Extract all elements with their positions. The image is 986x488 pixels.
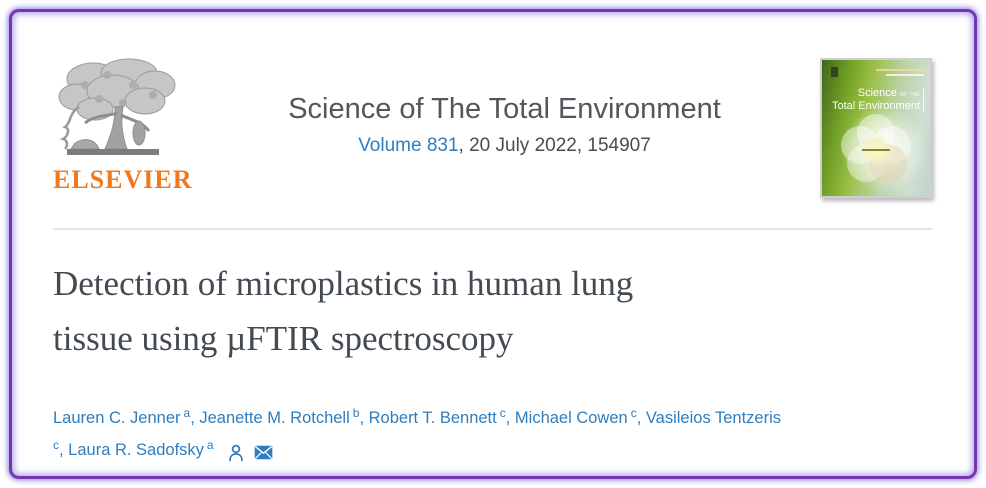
cover-emblem-icon [831, 67, 838, 77]
cover-journal-title: Science OF THE Total Environment [832, 88, 924, 112]
author-name-link[interactable]: , Michael Cowen [505, 409, 628, 427]
author-affiliation-sup: a [183, 406, 191, 420]
author-line: Lauren C. Jenner a, Jeanette M. Rotchell b… [53, 403, 932, 435]
journal-heading-block: Science of The Total Environment Volume … [189, 57, 820, 157]
content-area: ELSEVIER Science of The Total Environmen… [24, 24, 962, 464]
author-affiliation-sup: b [352, 406, 360, 420]
cover-meta-line [876, 69, 924, 71]
journal-title-link[interactable]: Science of The Total Environment [288, 93, 721, 125]
author-name-link[interactable]: Lauren C. Jenner [53, 409, 181, 427]
article-title: Detection of microplastics in human lung… [53, 256, 932, 366]
author-name-link[interactable]: , Robert T. Bennett [359, 409, 497, 427]
elsevier-wordmark[interactable]: ELSEVIER [53, 165, 193, 194]
cover-meta-line [886, 74, 924, 76]
author-name-link[interactable]: , Vasileios Tentzeris [636, 409, 782, 427]
author-name-link[interactable]: , Laura R. Sadofsky [59, 441, 204, 459]
author-affiliation-sup: c [499, 406, 506, 420]
elsevier-tree-icon [58, 58, 176, 155]
issue-date-text: , 20 July 2022, 154907 [458, 135, 651, 156]
author-links[interactable]: c, Laura R. Sadofsky a [53, 438, 214, 459]
author-affiliation-sup: c [53, 438, 59, 452]
elsevier-logo[interactable]: ELSEVIER [53, 57, 193, 195]
article-title-line: tissue using µFTIR spectroscopy [53, 319, 514, 358]
header-divider [53, 228, 932, 230]
email-envelope-icon[interactable] [254, 445, 273, 460]
journal-cover-image[interactable]: Science OF THE Total Environment [820, 58, 932, 198]
author-name-link[interactable]: , Jeanette M. Rotchell [190, 409, 350, 427]
cover-flower-art [841, 114, 911, 182]
author-affiliation-sup: a [206, 438, 214, 452]
author-affiliation-sup: c [630, 406, 637, 420]
highlight-frame: ELSEVIER Science of The Total Environmen… [9, 9, 977, 479]
corresponding-author-person-icon[interactable] [228, 444, 244, 462]
author-list: Lauren C. Jenner a, Jeanette M. Rotchell b… [53, 403, 932, 468]
article-title-line: Detection of microplastics in human lung [53, 264, 634, 303]
author-links[interactable]: Lauren C. Jenner a, Jeanette M. Rotchell b… [53, 406, 782, 427]
volume-link[interactable]: Volume 831 [358, 135, 459, 156]
journal-issue-line: Volume 831, 20 July 2022, 154907 [189, 135, 820, 157]
journal-banner: ELSEVIER Science of The Total Environmen… [53, 57, 932, 198]
author-line: c, Laura R. Sadofsky a [53, 435, 932, 468]
